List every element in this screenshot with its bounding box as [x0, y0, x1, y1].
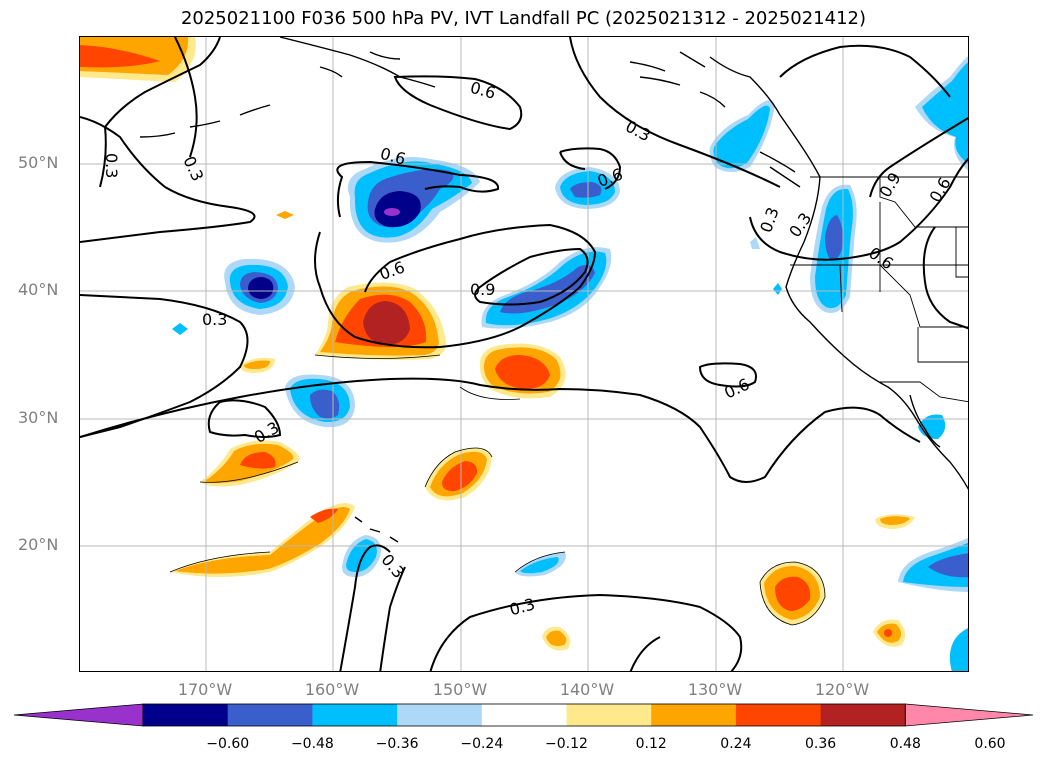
shade-neg: [922, 62, 968, 164]
shade-pos: [442, 461, 478, 492]
colorbar-tick-label: −0.48: [290, 736, 334, 752]
shading-layer: [80, 37, 968, 671]
colorbar-cell: [566, 704, 652, 726]
shade-pos: [80, 45, 160, 68]
shade-pos: [240, 452, 276, 469]
colorbar-cell: [143, 704, 229, 726]
colorbar-cells: [13, 703, 1034, 727]
lon-label-170w: 170°W: [177, 680, 233, 699]
shade-pos: [880, 516, 910, 525]
shade-neg: [172, 323, 188, 335]
contour-label: 0.3: [756, 205, 783, 235]
shade-pos: [775, 576, 811, 611]
shade-pos: [495, 355, 550, 389]
shade-neg: [918, 414, 946, 439]
lat-label-20n: 20°N: [18, 535, 59, 554]
borders: [790, 176, 968, 403]
contour-label: 0.6: [721, 374, 752, 402]
shade-pos: [546, 630, 567, 646]
shade-outlines: [169, 354, 826, 626]
colorbar-tick-label: −0.60: [206, 736, 250, 752]
shade-neg: [928, 553, 968, 578]
colorbar-extend-high: [904, 703, 1034, 727]
colorbar-extend-low: [13, 703, 144, 727]
contour-label: 0.3: [507, 594, 537, 619]
colorbar-cell: [481, 704, 567, 726]
contour-label: 0.3: [179, 153, 207, 184]
lat-label-40n: 40°N: [18, 280, 59, 299]
colorbar-tick-label: −0.12: [545, 736, 588, 752]
shade-neg: [570, 182, 602, 198]
shade-pos: [244, 360, 270, 369]
colorbar-cell: [651, 704, 737, 726]
shade-pos: [310, 508, 338, 523]
shade-neg: [949, 628, 968, 671]
shade-neg: [374, 191, 421, 228]
lon-label-160w: 160°W: [304, 680, 360, 699]
lat-label-50n: 50°N: [18, 153, 59, 172]
coastline: [139, 37, 968, 543]
shade-neg: [500, 265, 595, 314]
colorbar-tick-label: 0.36: [805, 736, 837, 752]
shade-pos: [276, 211, 294, 219]
map-panel: 0.3 0.3 0.6 0.6 0.3 0.6 0.6 0.9 0.3 0.6 …: [79, 36, 969, 672]
shade-neg: [248, 277, 274, 299]
shade-pos: [884, 629, 892, 637]
colorbar-tick-label: 0.48: [889, 736, 921, 752]
shade-neg: [384, 208, 400, 216]
shade-neg: [773, 283, 782, 295]
contour-label: 0.3: [377, 550, 408, 582]
shade-neg: [520, 557, 559, 574]
lon-label-130w: 130°W: [687, 680, 743, 699]
colorbar-cell: [820, 704, 906, 726]
colorbar-tick-label: −0.36: [375, 736, 419, 752]
shade-pos: [363, 301, 410, 345]
shade-neg: [825, 215, 843, 260]
contour-label: 0.3: [102, 153, 121, 178]
colorbar-tick-label: 0.24: [720, 736, 752, 752]
colorbar-cell: [735, 704, 822, 726]
contour-label: 0.3: [785, 209, 815, 241]
figure-title: 2025021100 F036 500 hPa PV, IVT Landfall…: [180, 8, 867, 29]
colorbar-cell: [397, 704, 483, 726]
colorbar-tick-label: 0.12: [635, 736, 667, 752]
shade-neg: [750, 237, 760, 249]
contour-label: 0.3: [622, 117, 653, 146]
contour-label: 0.6: [925, 174, 954, 206]
map-canvas: 0.3 0.3 0.6 0.6 0.3 0.6 0.6 0.9 0.3 0.6 …: [80, 37, 968, 671]
colorbar-tick-label: 0.60: [974, 736, 1006, 752]
contour-label: 0.3: [202, 310, 227, 329]
contour-label: 0.6: [865, 243, 897, 273]
contour-label: 0.6: [377, 257, 407, 284]
contour-label: 0.9: [470, 280, 495, 299]
contour-label: 0.6: [468, 78, 498, 103]
shade-neg: [310, 389, 340, 419]
lon-label-120w: 120°W: [814, 680, 870, 699]
colorbar: [13, 703, 1034, 727]
colorbar-frame: [142, 703, 906, 727]
colorbar-cell: [312, 704, 398, 726]
colorbar-cell: [227, 704, 313, 726]
shade-neg: [713, 105, 770, 169]
lon-label-150w: 150°W: [432, 680, 488, 699]
pv-contours: [80, 37, 968, 671]
colorbar-tick-label: −0.24: [460, 736, 504, 752]
lon-label-140w: 140°W: [559, 680, 615, 699]
lat-label-30n: 30°N: [18, 408, 59, 427]
